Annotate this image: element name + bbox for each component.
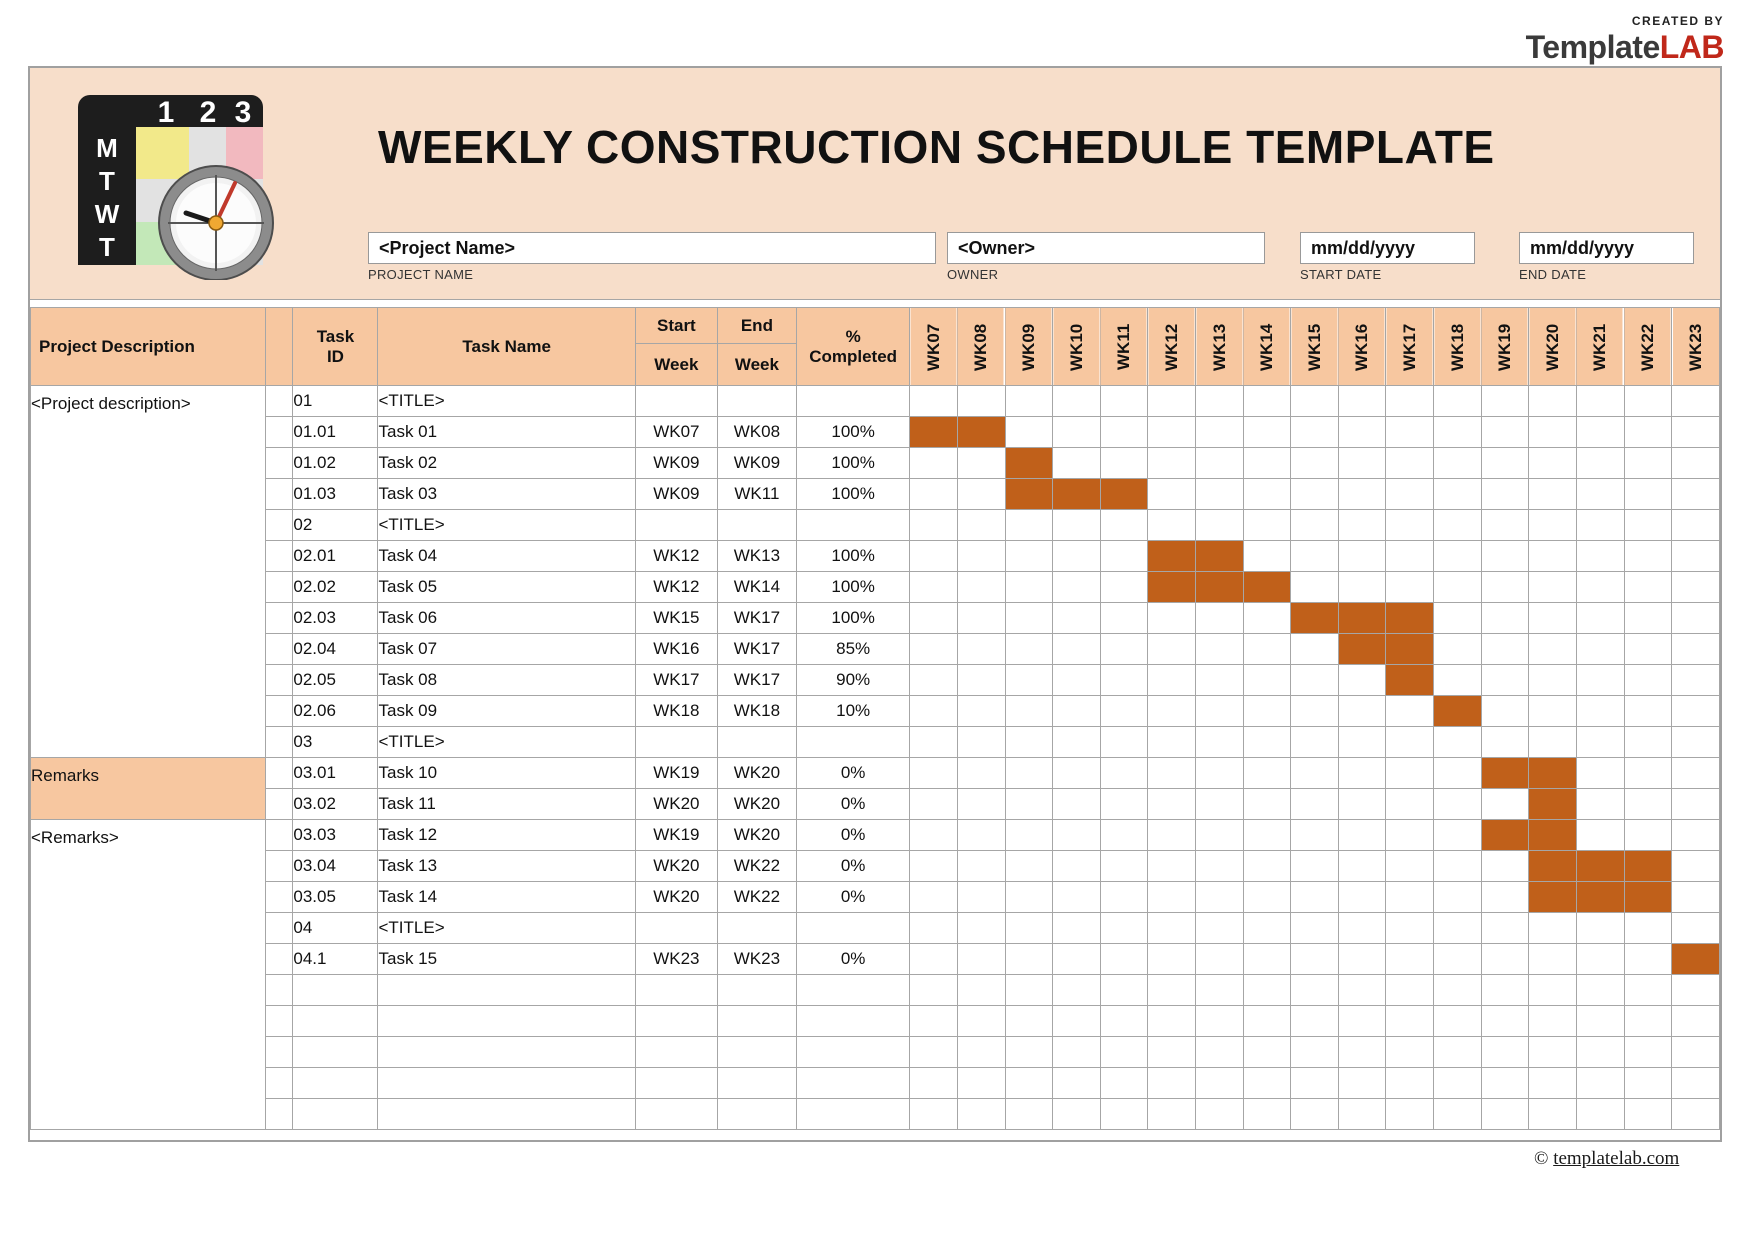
svg-text:3: 3	[235, 96, 252, 129]
svg-text:W: W	[95, 199, 120, 229]
svg-text:1: 1	[158, 96, 175, 129]
svg-text:T: T	[99, 232, 115, 262]
svg-text:2: 2	[200, 96, 217, 129]
svg-text:T: T	[99, 166, 115, 196]
svg-text:M: M	[96, 133, 118, 163]
